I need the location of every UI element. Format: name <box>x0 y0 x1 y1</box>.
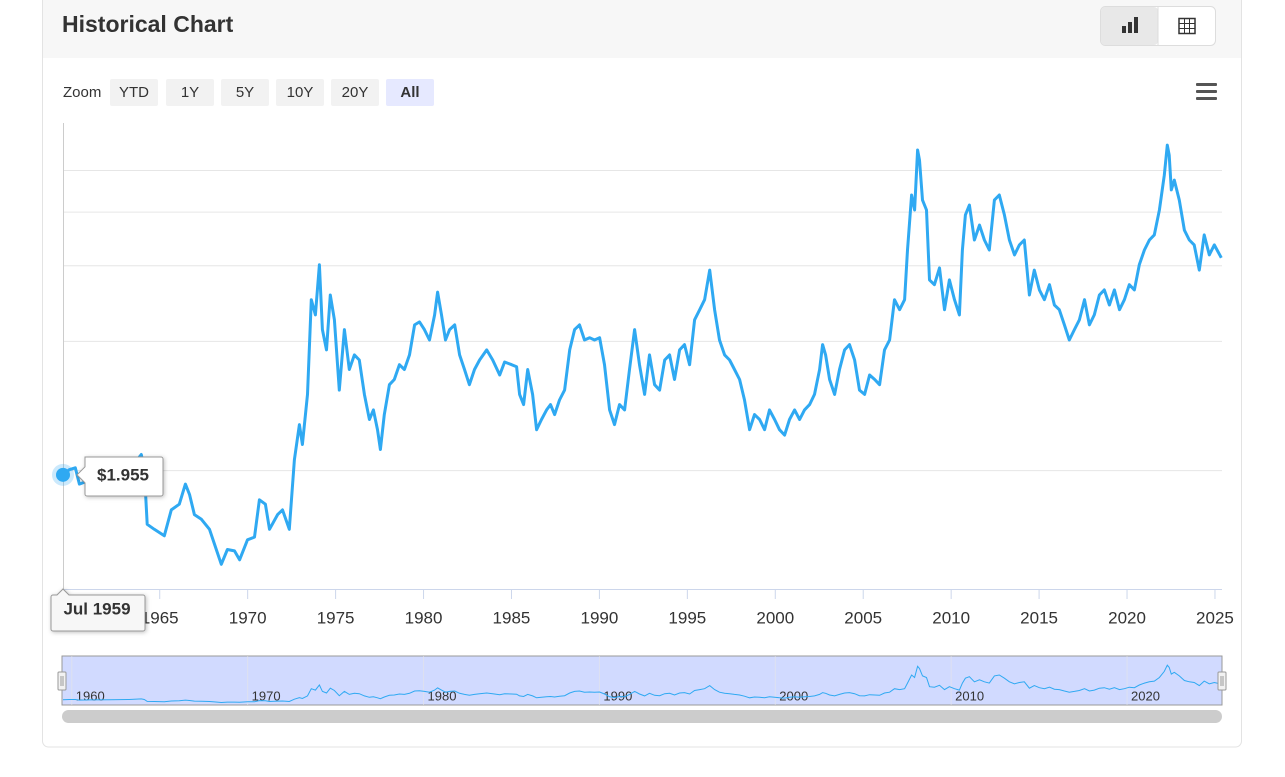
zoom-button-label: All <box>400 84 419 101</box>
navigator-mask <box>61 655 1223 706</box>
navigator-tick-label: 1970 <box>252 688 281 703</box>
x-tick-label: 1975 <box>317 608 355 627</box>
zoom-button-bg <box>331 79 379 106</box>
x-tick-label: 2000 <box>756 608 794 627</box>
zoom-button-bg <box>166 79 214 106</box>
navigator-handle[interactable] <box>1217 671 1227 691</box>
navigator-tick-label: 1960 <box>76 688 105 703</box>
zoom-button-label: 10Y <box>287 84 314 101</box>
zoom-button[interactable]: 10Y <box>276 79 324 106</box>
zoom-button-label: 1Y <box>181 84 199 101</box>
scrollbar[interactable] <box>62 710 1222 723</box>
x-tick-label: 2010 <box>932 608 970 627</box>
navigator-handle[interactable] <box>57 671 67 691</box>
zoom-button[interactable]: 1Y <box>166 79 214 106</box>
x-tick-label: 1970 <box>229 608 267 627</box>
zoom-button-label: 5Y <box>236 84 254 101</box>
zoom-button-bg <box>221 79 269 106</box>
date-label: Jul 1959 <box>63 599 130 618</box>
x-tick-label: 1990 <box>580 608 618 627</box>
navigator-tick-label: 2000 <box>779 688 808 703</box>
x-tick-label: 1980 <box>405 608 443 627</box>
zoom-label: Zoom <box>63 84 101 101</box>
navigator-handle-body <box>1217 671 1227 691</box>
tooltip-value: $1.955 <box>97 465 149 484</box>
zoom-button-bg <box>276 79 324 106</box>
zoom-button[interactable]: All <box>386 79 434 106</box>
x-tick-label: 1985 <box>493 608 531 627</box>
hover-point <box>56 467 70 482</box>
zoom-buttons: YTD 1Y 5Y 10Y 20Y All <box>110 79 434 106</box>
zoom-button-bg <box>386 79 434 106</box>
zoom-button-bg <box>110 79 158 106</box>
tooltip-box <box>76 456 164 497</box>
zoom-button-label: YTD <box>119 84 149 101</box>
chart-view-toggle[interactable] <box>1100 6 1216 46</box>
navigator-tick-label: 2010 <box>955 688 984 703</box>
zoom-button[interactable]: 20Y <box>331 79 379 106</box>
x-tick-label: 2025 <box>1196 608 1234 627</box>
card-title: Historical Chart <box>62 11 234 37</box>
x-tick-label: 2015 <box>1020 608 1058 627</box>
x-tick-label: 2005 <box>844 608 882 627</box>
plot: 1965 1970 1975 1980 1985 1990 1995 2000 2005 2010… <box>50 123 1234 723</box>
navigator-tick-label: 2020 <box>1131 688 1160 703</box>
zoom-button-label: 20Y <box>342 84 369 101</box>
navigator-tick-label: 1990 <box>603 688 632 703</box>
menu-button[interactable] <box>1196 83 1217 100</box>
navigator-handle-body <box>57 671 67 691</box>
x-tick-label: 2020 <box>1108 608 1146 627</box>
card-header <box>43 0 1241 58</box>
x-tick-label: 1995 <box>668 608 706 627</box>
zoom-button[interactable]: YTD <box>110 79 158 106</box>
navigator-tick-label: 1980 <box>428 688 457 703</box>
price-line <box>62 143 1223 566</box>
zoom-button[interactable]: 5Y <box>221 79 269 106</box>
x-tick-label: 1965 <box>141 608 179 627</box>
date-label-box <box>50 588 146 632</box>
navigator-line <box>62 664 1222 704</box>
